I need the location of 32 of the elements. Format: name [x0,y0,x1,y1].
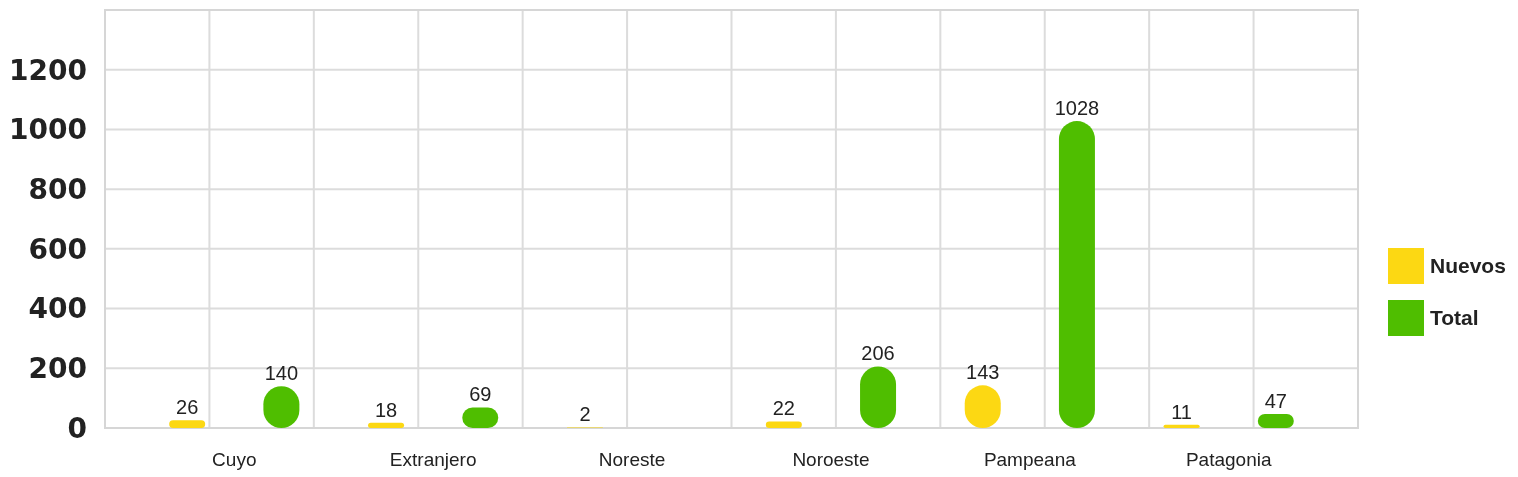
data-label: 206 [861,342,895,365]
bar [765,421,802,428]
x-tick-label: Cuyo [212,449,257,470]
y-tick-label: 600 [28,232,87,266]
legend-label: Total [1430,306,1479,330]
x-tick-label: Pampeana [983,449,1077,470]
data-label: 140 [264,362,299,385]
x-tick-label: Noroeste [792,449,870,470]
data-label: 143 [966,361,1000,384]
y-tick-label: 1000 [9,113,87,147]
bar [169,420,206,428]
data-label: 18 [374,398,398,421]
y-tick-label: 1200 [9,53,87,87]
data-label: 22 [772,397,795,420]
x-tick-label: Patagonia [1185,449,1272,470]
data-label: 69 [469,383,492,406]
data-label: 1028 [1054,97,1100,120]
bar [1058,121,1095,428]
data-label: 47 [1264,389,1287,412]
bar [1257,413,1294,428]
y-tick-label: 0 [67,411,87,445]
data-label: 26 [176,396,199,419]
legend-label: Nuevos [1430,254,1506,278]
y-tick-label: 400 [28,292,87,326]
x-tick-label: Extranjero [389,449,477,470]
y-tick-label: 200 [28,352,87,386]
y-tick-label: 800 [28,172,87,206]
bar [1163,424,1200,428]
bar [368,422,405,428]
data-label: 2 [579,403,591,426]
x-tick-label: Noreste [598,449,666,470]
data-label: 11 [1171,400,1192,423]
